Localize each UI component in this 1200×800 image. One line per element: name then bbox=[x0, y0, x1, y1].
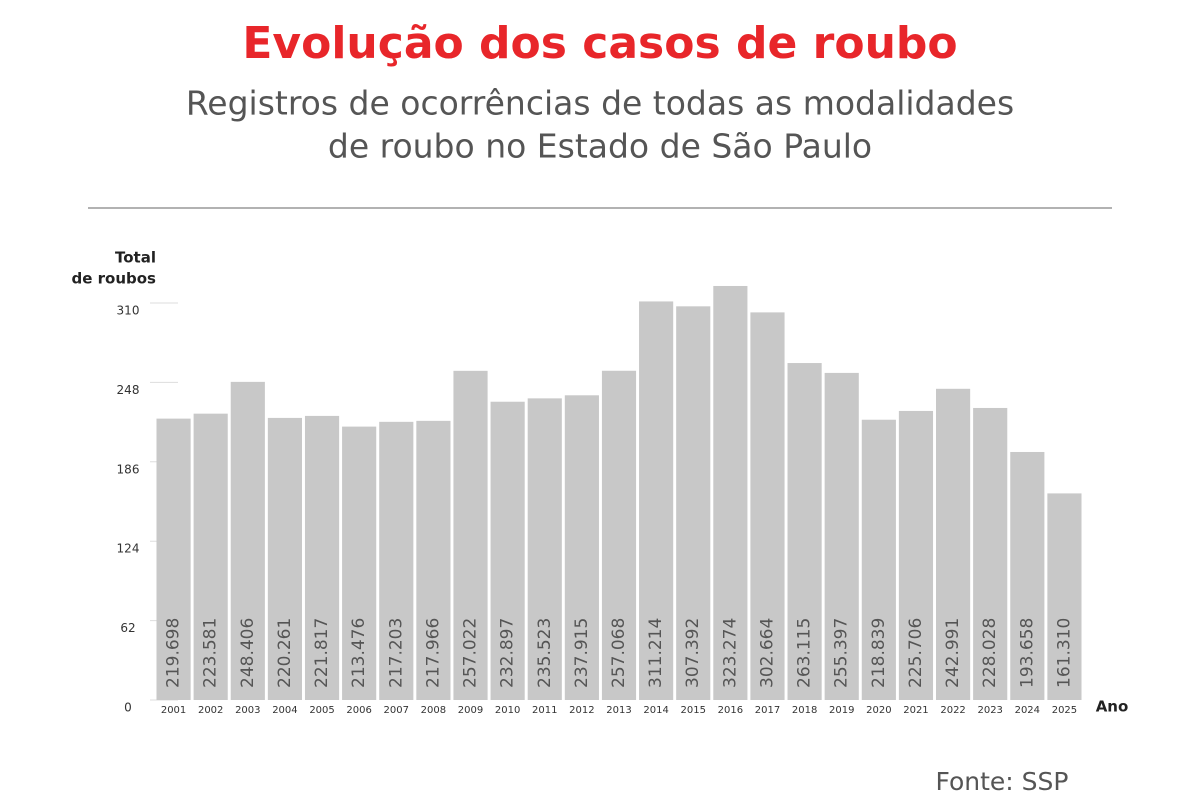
x-tick-label: 2012 bbox=[569, 705, 594, 716]
value-label: 248.406 bbox=[238, 618, 258, 688]
value-label: 217.966 bbox=[423, 618, 443, 688]
value-label: 217.203 bbox=[386, 618, 406, 688]
y-tick-label: 248 bbox=[117, 383, 140, 397]
bar bbox=[676, 306, 711, 700]
x-axis-label: Ano bbox=[1096, 698, 1129, 716]
x-tick-label: 2019 bbox=[829, 705, 854, 716]
value-label: 161.310 bbox=[1054, 618, 1074, 688]
value-label: 218.839 bbox=[869, 618, 889, 688]
bar bbox=[193, 413, 228, 700]
x-tick-label: 2017 bbox=[755, 705, 780, 716]
y-tick-label: 186 bbox=[117, 462, 140, 476]
x-tick-label: 2021 bbox=[903, 705, 928, 716]
bar bbox=[267, 417, 302, 700]
value-label: 302.664 bbox=[757, 618, 777, 688]
y-axis-label: de roubos bbox=[72, 270, 157, 288]
bar bbox=[936, 388, 971, 700]
bar bbox=[787, 363, 822, 700]
value-label: 228.028 bbox=[980, 618, 1000, 688]
value-label: 193.658 bbox=[1017, 618, 1037, 688]
value-label: 311.214 bbox=[646, 618, 666, 688]
x-tick-label: 2003 bbox=[235, 705, 260, 716]
bar bbox=[527, 398, 562, 700]
bar bbox=[1010, 451, 1045, 700]
bar bbox=[898, 410, 934, 700]
bar bbox=[713, 285, 748, 700]
bar bbox=[156, 418, 191, 700]
bar bbox=[750, 312, 785, 700]
bar bbox=[861, 419, 896, 700]
value-label: 263.115 bbox=[795, 618, 815, 688]
y-tick-label: 310 bbox=[117, 303, 140, 317]
bar bbox=[453, 370, 488, 700]
x-tick-label: 2005 bbox=[309, 705, 334, 716]
x-tick-label: 2015 bbox=[681, 705, 706, 716]
value-label: 232.897 bbox=[498, 618, 518, 688]
bar bbox=[416, 420, 451, 700]
chart-subtitle: Registros de ocorrências de todas as mod… bbox=[186, 84, 1014, 123]
x-tick-label: 2007 bbox=[384, 705, 409, 716]
value-label: 257.022 bbox=[461, 618, 481, 688]
value-label: 219.698 bbox=[164, 618, 184, 688]
value-label: 237.915 bbox=[572, 618, 592, 688]
chart-subtitle: de roubo no Estado de São Paulo bbox=[328, 127, 872, 166]
x-tick-label: 2008 bbox=[421, 705, 446, 716]
x-tick-label: 2025 bbox=[1052, 705, 1077, 716]
value-label: 257.068 bbox=[609, 618, 629, 688]
value-label: 255.397 bbox=[832, 618, 852, 688]
bar bbox=[601, 370, 637, 700]
chart-title: Evolução dos casos de roubo bbox=[242, 18, 957, 69]
bar bbox=[639, 301, 674, 700]
bar bbox=[304, 415, 340, 700]
x-tick-label: 2024 bbox=[1015, 705, 1040, 716]
y-tick-label: 124 bbox=[117, 542, 140, 556]
x-tick-label: 2001 bbox=[161, 705, 186, 716]
bar bbox=[824, 372, 859, 700]
y-axis-label: Total bbox=[115, 249, 156, 267]
x-tick-label: 2011 bbox=[532, 705, 557, 716]
x-tick-label: 2002 bbox=[198, 705, 223, 716]
x-tick-label: 2020 bbox=[866, 705, 891, 716]
bar bbox=[342, 426, 377, 700]
bar bbox=[230, 381, 265, 700]
x-tick-label: 2022 bbox=[940, 705, 965, 716]
value-label: 220.261 bbox=[275, 618, 295, 688]
value-label: 242.991 bbox=[943, 618, 963, 688]
value-label: 307.392 bbox=[683, 618, 703, 688]
x-tick-label: 2014 bbox=[643, 705, 668, 716]
bar bbox=[564, 395, 599, 700]
value-label: 213.476 bbox=[349, 618, 369, 688]
value-label: 225.706 bbox=[906, 618, 926, 688]
y-tick-label: 0 bbox=[124, 701, 132, 715]
bar bbox=[973, 407, 1008, 700]
value-label: 221.817 bbox=[312, 618, 332, 688]
x-tick-label: 2010 bbox=[495, 705, 520, 716]
bar bbox=[379, 421, 414, 700]
x-tick-label: 2013 bbox=[606, 705, 631, 716]
source: Fonte: SSP bbox=[936, 767, 1069, 796]
x-tick-label: 2023 bbox=[977, 705, 1002, 716]
bar bbox=[1047, 493, 1082, 700]
value-label: 235.523 bbox=[535, 618, 555, 688]
x-tick-label: 2016 bbox=[718, 705, 743, 716]
x-tick-label: 2004 bbox=[272, 705, 297, 716]
bar bbox=[490, 401, 525, 700]
x-tick-label: 2009 bbox=[458, 705, 483, 716]
x-tick-label: 2018 bbox=[792, 705, 817, 716]
y-tick-label: 62 bbox=[120, 621, 135, 635]
value-label: 223.581 bbox=[201, 618, 221, 688]
x-tick-label: 2006 bbox=[346, 705, 371, 716]
value-label: 323.274 bbox=[720, 618, 740, 688]
